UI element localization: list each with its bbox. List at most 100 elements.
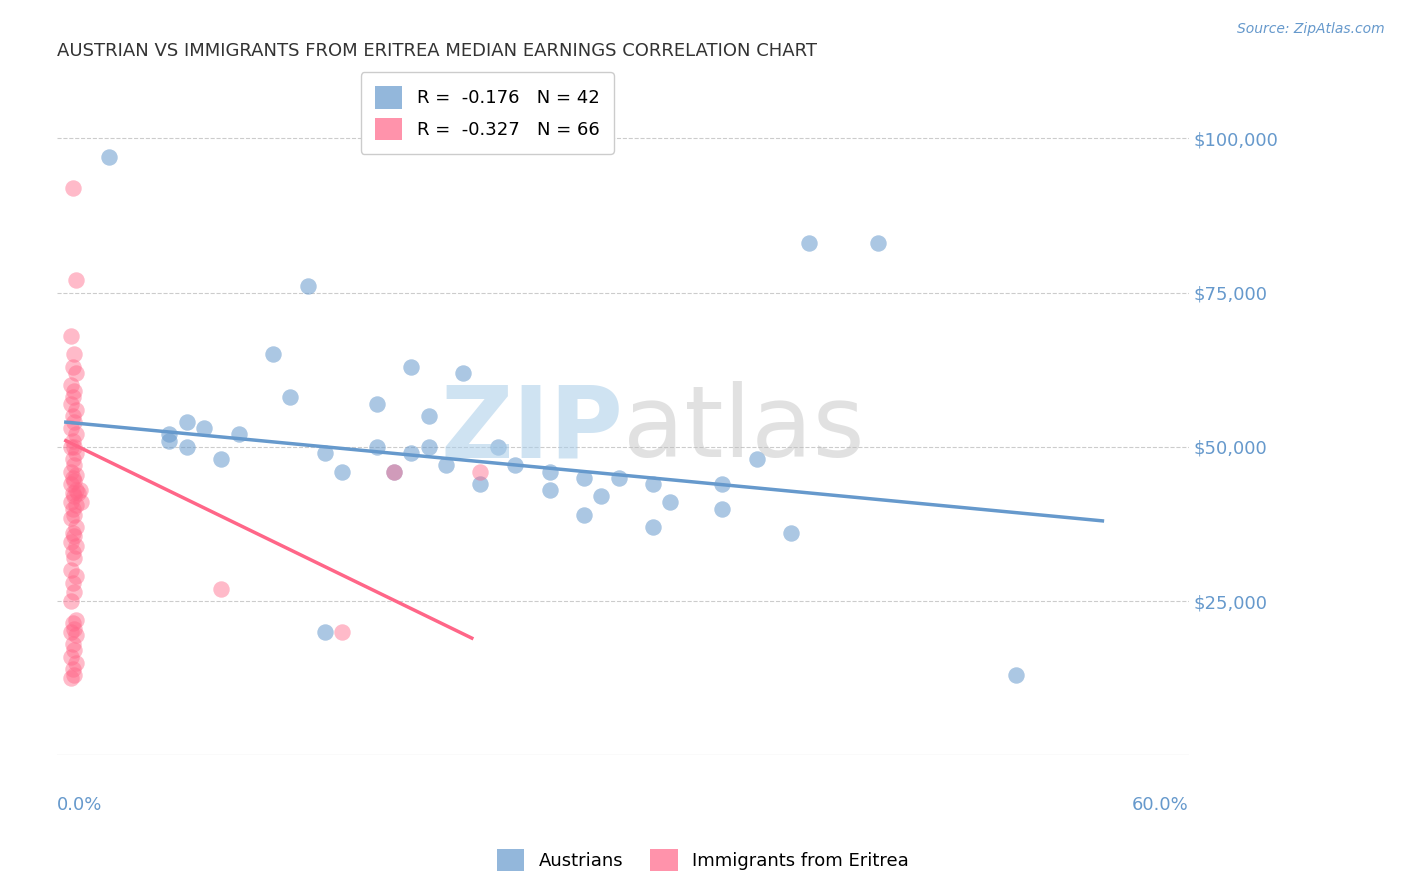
Point: [159, 434, 181, 448]
Point: [470, 465, 492, 479]
Point: [63, 668, 86, 682]
Point: [70, 495, 93, 509]
Text: atlas: atlas: [623, 381, 865, 478]
Point: [643, 476, 665, 491]
Text: 0.0%: 0.0%: [58, 796, 103, 814]
Point: [470, 476, 492, 491]
Point: [63, 347, 86, 361]
Point: [59, 671, 82, 685]
Point: [401, 446, 423, 460]
Point: [538, 483, 561, 497]
Text: 60.0%: 60.0%: [1132, 796, 1189, 814]
Point: [63, 622, 86, 636]
Point: [59, 510, 82, 524]
Point: [62, 409, 84, 423]
Point: [418, 409, 440, 423]
Point: [382, 465, 405, 479]
Point: [63, 550, 86, 565]
Point: [63, 384, 86, 399]
Point: [297, 279, 319, 293]
Point: [193, 421, 215, 435]
Point: [62, 526, 84, 541]
Point: [65, 446, 87, 460]
Point: [59, 378, 82, 392]
Point: [65, 539, 87, 553]
Point: [62, 501, 84, 516]
Point: [591, 489, 613, 503]
Point: [65, 628, 87, 642]
Point: [59, 594, 82, 608]
Point: [366, 397, 388, 411]
Point: [65, 499, 87, 513]
Point: [745, 452, 768, 467]
Point: [711, 501, 734, 516]
Point: [176, 415, 198, 429]
Point: [538, 465, 561, 479]
Point: [65, 656, 87, 670]
Point: [63, 458, 86, 473]
Point: [63, 508, 86, 522]
Point: [330, 624, 353, 639]
Point: [62, 575, 84, 590]
Point: [503, 458, 526, 473]
Point: [418, 440, 440, 454]
Point: [1005, 668, 1028, 682]
Point: [797, 236, 820, 251]
Point: [98, 150, 121, 164]
Point: [62, 452, 84, 467]
Legend: R =  -0.176   N = 42, R =  -0.327   N = 66: R = -0.176 N = 42, R = -0.327 N = 66: [360, 72, 614, 154]
Point: [486, 440, 509, 454]
Point: [62, 359, 84, 374]
Point: [59, 328, 82, 343]
Point: [314, 446, 336, 460]
Point: [66, 486, 89, 500]
Point: [176, 440, 198, 454]
Point: [59, 397, 82, 411]
Point: [59, 421, 82, 435]
Point: [451, 366, 474, 380]
Point: [63, 529, 86, 543]
Point: [62, 391, 84, 405]
Point: [63, 440, 86, 454]
Point: [711, 476, 734, 491]
Point: [65, 467, 87, 482]
Point: [59, 495, 82, 509]
Point: [59, 440, 82, 454]
Point: [262, 347, 284, 361]
Point: [314, 624, 336, 639]
Point: [643, 520, 665, 534]
Point: [228, 427, 250, 442]
Point: [434, 458, 457, 473]
Text: ZIP: ZIP: [440, 381, 623, 478]
Point: [63, 584, 86, 599]
Point: [65, 520, 87, 534]
Point: [59, 649, 82, 664]
Point: [62, 545, 84, 559]
Point: [866, 236, 889, 251]
Point: [366, 440, 388, 454]
Point: [572, 508, 595, 522]
Point: [62, 180, 84, 194]
Point: [63, 643, 86, 657]
Point: [59, 535, 82, 549]
Point: [62, 662, 84, 676]
Point: [65, 427, 87, 442]
Text: Source: ZipAtlas.com: Source: ZipAtlas.com: [1237, 22, 1385, 37]
Point: [382, 465, 405, 479]
Point: [59, 563, 82, 577]
Point: [62, 434, 84, 448]
Point: [65, 613, 87, 627]
Point: [62, 637, 84, 651]
Point: [63, 415, 86, 429]
Text: AUSTRIAN VS IMMIGRANTS FROM ERITREA MEDIAN EARNINGS CORRELATION CHART: AUSTRIAN VS IMMIGRANTS FROM ERITREA MEDI…: [58, 42, 817, 60]
Point: [65, 402, 87, 417]
Point: [63, 489, 86, 503]
Point: [59, 465, 82, 479]
Point: [62, 486, 84, 500]
Point: [62, 615, 84, 630]
Point: [63, 474, 86, 488]
Point: [65, 569, 87, 583]
Point: [401, 359, 423, 374]
Point: [65, 366, 87, 380]
Point: [69, 483, 91, 497]
